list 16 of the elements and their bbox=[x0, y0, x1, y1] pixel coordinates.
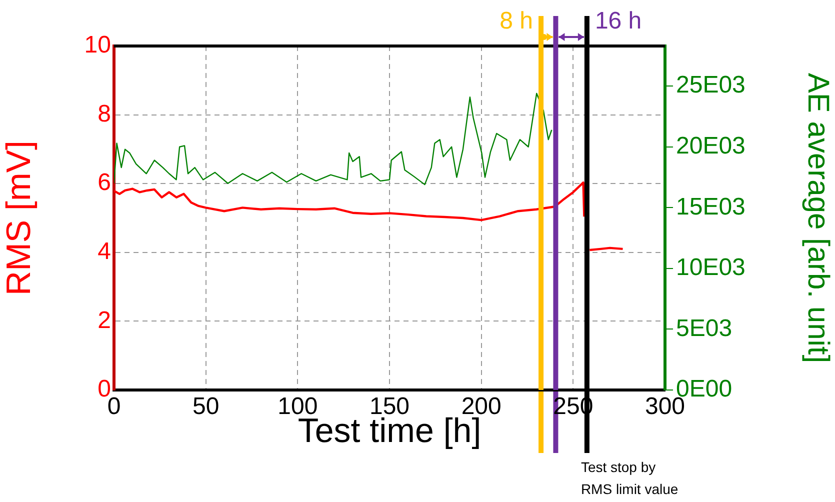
y-tick-label: 4 bbox=[98, 238, 111, 266]
y2-tick-label: 10E03 bbox=[676, 254, 746, 282]
ref-line-label: 16 h bbox=[594, 8, 642, 35]
y-tick-label: 2 bbox=[98, 306, 111, 334]
y2-tick-label: 15E03 bbox=[676, 193, 746, 220]
y-tick-label: 8 bbox=[98, 100, 111, 128]
ref-line-label: Test stop by RMS limit value bbox=[580, 458, 678, 497]
y2-tick-label: 20E03 bbox=[676, 132, 746, 160]
y-tick-label: 10 bbox=[84, 32, 111, 59]
y-axis-title: RMS [mV] bbox=[0, 140, 38, 296]
x-tick-label: 50 bbox=[192, 393, 220, 420]
y-tick-label: 6 bbox=[98, 169, 111, 196]
y2-tick-label: 5E03 bbox=[676, 314, 732, 342]
y2-tick-label: 25E03 bbox=[676, 72, 746, 99]
ref-line-label: 8 h bbox=[500, 8, 534, 35]
y2-axis-title: AE average [arb. unit] bbox=[802, 72, 835, 364]
